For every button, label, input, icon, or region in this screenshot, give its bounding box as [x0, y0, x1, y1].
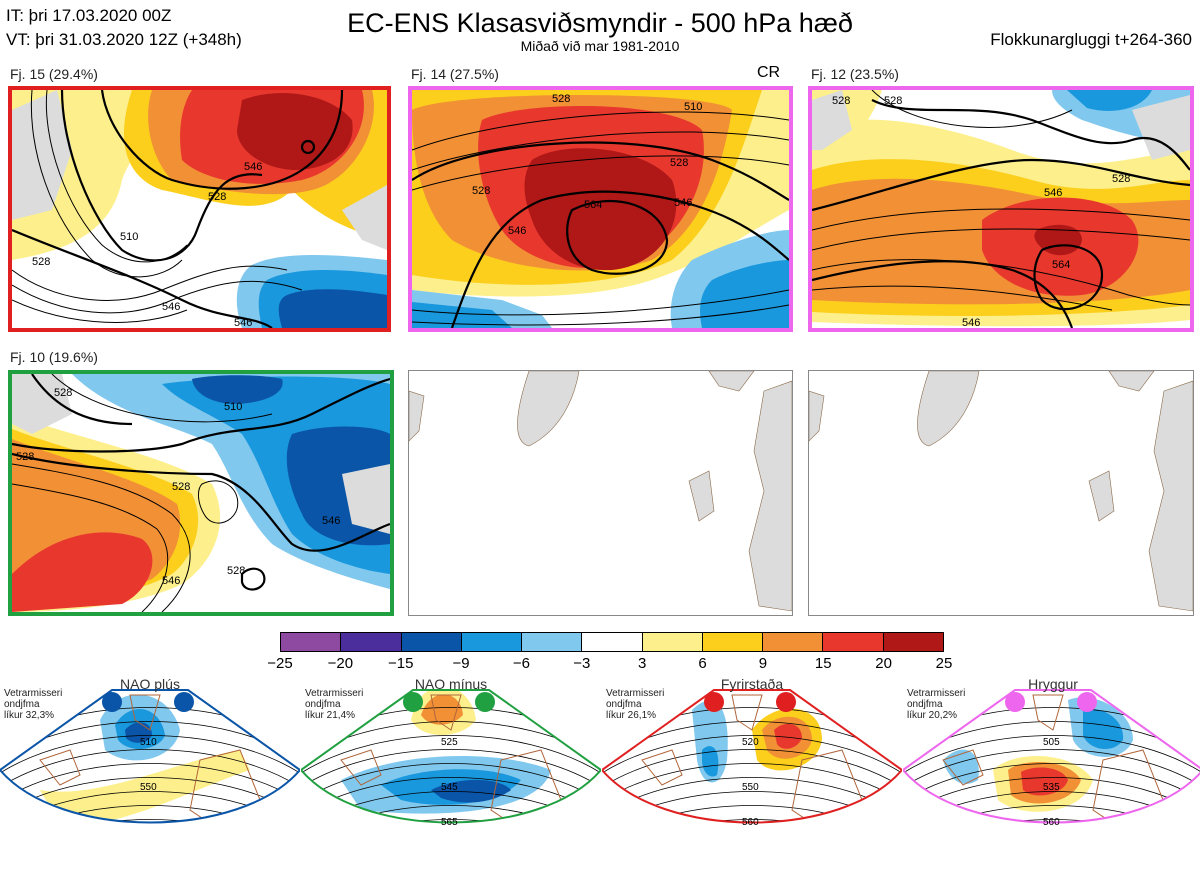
colorbar-swatch [522, 633, 583, 651]
regime-title: Fyrirstaða [720, 676, 784, 692]
contour-label: 528 [472, 185, 490, 197]
contour-label: 528 [227, 565, 245, 577]
colorbar-swatch [702, 633, 764, 651]
regime-title: NAO plús [120, 676, 180, 692]
colorbar-tick-label: −6 [512, 655, 530, 672]
contour-label: 528 [1112, 173, 1130, 185]
colorbar-swatch [281, 633, 342, 651]
panel-2-label: Fj. 14 (27.5%) [411, 66, 499, 82]
regime-contour-label: 505 [1043, 737, 1060, 748]
regime-marker-dot [475, 692, 495, 712]
colorbar-swatch [401, 633, 462, 651]
contour-label: 546 [674, 197, 692, 209]
panel-3-label: Fj. 12 (23.5%) [811, 66, 899, 82]
regime-info: Vetrarmisseri ondjfma líkur 20,2% [907, 688, 966, 721]
contour-label: 564 [1052, 259, 1070, 271]
contour-label: 528 [552, 93, 570, 105]
colorbar-tick-label: 20 [875, 655, 892, 672]
contour-label: 546 [162, 301, 180, 313]
colorbar-tick-label: 15 [814, 655, 832, 672]
contour-label: 528 [54, 387, 72, 399]
regime-info: Vetrarmisseri ondjfma líkur 21,4% [305, 688, 364, 721]
regime-marker-dot [704, 692, 724, 712]
colorbar-tick-label: 25 [935, 655, 953, 672]
cluster-map-3: 528 528 546 528 564 546 [808, 86, 1194, 332]
contour-label: 546 [1044, 187, 1062, 199]
regime-marker-dot [174, 692, 194, 712]
panel-1-label: Fj. 15 (29.4%) [10, 66, 98, 82]
header-info: IT: þri 17.03.2020 00Z VT: þri 31.03.202… [6, 4, 242, 52]
contour-label: 564 [584, 199, 602, 211]
colorbar-tick-label: −15 [387, 655, 414, 672]
colorbar [280, 632, 944, 652]
colorbar-swatch [582, 633, 643, 651]
regime-fan-map: 510 550 [0, 689, 300, 824]
regime-marker-dot [1005, 692, 1025, 712]
contour-label: 528 [208, 191, 226, 203]
colorbar-tick-label: 3 [638, 655, 647, 672]
regime-title: Hryggur [1028, 676, 1078, 692]
regime-contour-label: 550 [140, 782, 157, 793]
panel-2-extra: CR [757, 64, 781, 81]
panel-4-label: Fj. 10 (19.6%) [10, 349, 98, 365]
regime-contour-label: 550 [742, 782, 759, 793]
regime-title: NAO mínus [414, 676, 488, 692]
regime-contour-label: 510 [140, 737, 157, 748]
regime-contour-label: 560 [1043, 817, 1060, 828]
regime-contour-label: 525 [441, 737, 458, 748]
classification-window: Flokkunargluggi t+264-360 [990, 30, 1192, 49]
regime-marker-dot [102, 692, 122, 712]
regime-fan-map: 505 535 560 [903, 689, 1200, 828]
contour-label: 528 [884, 95, 902, 107]
regime-info: Vetrarmisseri ondjfma líkur 32,3% [4, 688, 63, 721]
empty-map-1 [408, 370, 793, 616]
colorbar-tick-label: 9 [758, 655, 768, 672]
regime-marker-dot [1077, 692, 1097, 712]
colorbar-swatch [461, 633, 523, 651]
colorbar-swatch [883, 633, 943, 651]
contour-label: 546 [162, 575, 180, 587]
init-time: IT: þri 17.03.2020 00Z [6, 6, 172, 25]
colorbar-tick-label: −25 [267, 655, 293, 672]
regime-marker-dot [776, 692, 796, 712]
cluster-map-4: 528 510 528 528 546 528 546 [8, 370, 394, 616]
contour-label: 546 [322, 515, 340, 527]
contour-label: 528 [172, 481, 190, 493]
colorbar-tick-label: −9 [452, 655, 470, 672]
contour-label: 546 [244, 161, 262, 173]
regime-contour-label: 535 [1043, 782, 1060, 793]
valid-time: VT: þri 31.03.2020 12Z (+348h) [6, 30, 242, 49]
regime-contour-label: 565 [441, 817, 458, 828]
colorbar-swatch [341, 633, 402, 651]
regime-marker-dot [403, 692, 423, 712]
colorbar-tick-label: 6 [698, 655, 707, 672]
regime-contour-label: 560 [742, 817, 759, 828]
contour-label: 546 [508, 225, 526, 237]
colorbar-swatch [642, 633, 703, 651]
contour-label: 528 [670, 157, 688, 169]
contour-label: 510 [120, 231, 138, 243]
colorbar-swatch [763, 633, 824, 651]
regime-contour-label: 545 [441, 782, 458, 793]
contour-label: 528 [16, 451, 34, 463]
regime-info: Vetrarmisseri ondjfma líkur 26,1% [606, 688, 665, 721]
colorbar-tick-label: −20 [327, 655, 354, 672]
cluster-map-2: 528 510 528 546 564 528 546 [408, 86, 793, 332]
contour-label: 510 [684, 101, 702, 113]
contour-label: 528 [32, 256, 50, 268]
page-subtitle: Miðað við mar 1981-2010 [520, 38, 680, 54]
contour-label: 546 [962, 317, 980, 328]
regime-contour-label: 520 [742, 737, 759, 748]
contour-label: 546 [234, 317, 252, 328]
contour-label: 510 [224, 401, 242, 413]
page-title: EC-ENS Klasasviðsmyndir - 500 hPa hæð [347, 8, 853, 38]
cluster-map-1: 510 528 546 546 528 546 [8, 86, 391, 332]
regime-fan-map: 520 550 560 [602, 689, 902, 828]
colorbar-swatch [823, 633, 884, 651]
regime-fan-map: 525 545 565 [301, 689, 601, 828]
colorbar-tick-label: −3 [573, 655, 591, 672]
empty-map-2 [808, 370, 1194, 616]
contour-label: 528 [832, 95, 850, 107]
